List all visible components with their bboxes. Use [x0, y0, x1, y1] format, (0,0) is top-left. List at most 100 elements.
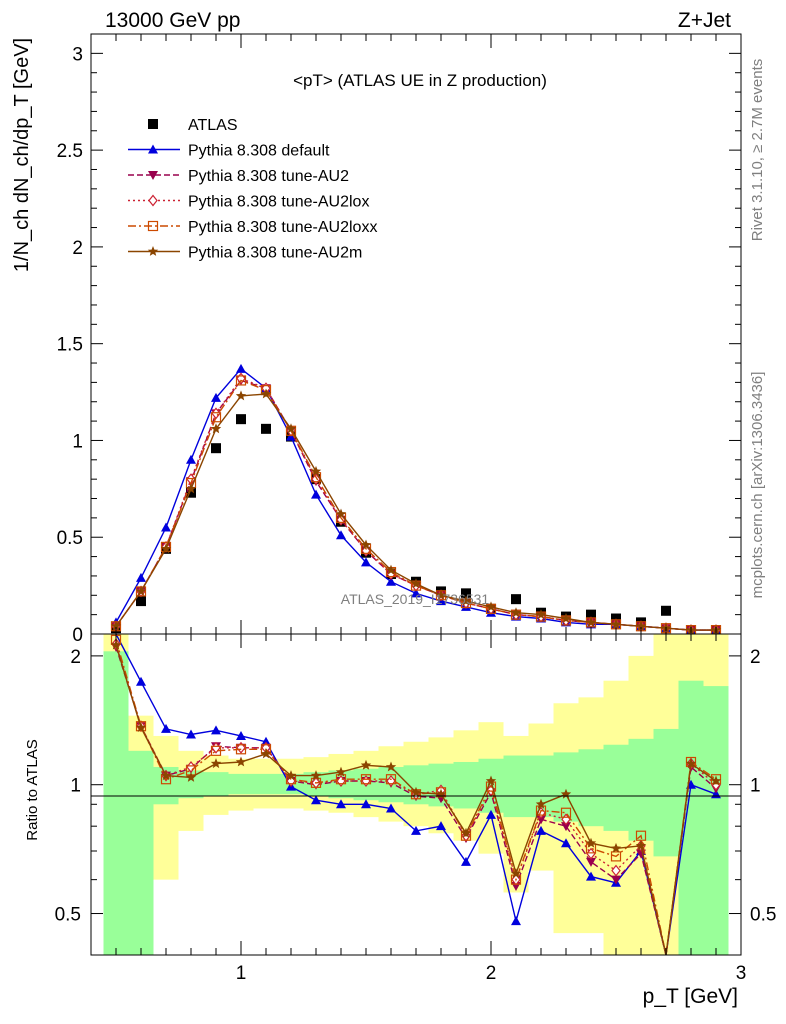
ratio-point — [535, 798, 547, 809]
uncertainty-band-green — [578, 749, 604, 827]
ratio-point — [411, 825, 421, 835]
ratio-point — [336, 799, 346, 809]
ratio-point — [235, 756, 247, 767]
ratio-point — [236, 730, 246, 740]
data-point-mc — [160, 541, 172, 553]
ratio-point — [435, 788, 447, 799]
y-axis-label-main: 1/N_ch dN_ch/dp_T [GeV] — [11, 38, 33, 272]
uncertainty-band-green — [253, 773, 279, 795]
ratio-point — [635, 830, 647, 841]
data-point-mc — [310, 465, 322, 476]
legend: ATLAS Pythia 8.308 default Pythia 8.308 tu… — [128, 117, 377, 262]
data-point-mc — [585, 616, 597, 627]
data-point-atlas — [136, 596, 146, 607]
data-point-mc — [560, 613, 572, 623]
data-point-mc — [160, 543, 172, 554]
data-point-mc — [386, 576, 396, 586]
series-line-ratio — [115, 639, 717, 956]
ratio-point — [435, 787, 447, 798]
data-point-mc — [485, 601, 497, 612]
uncertainty-band-green — [703, 686, 729, 955]
data-point-atlas — [261, 423, 271, 434]
uncertainty-band-green — [653, 728, 679, 857]
legend-label: ATLAS — [188, 117, 238, 134]
y-tick-label-ratio: 1 — [70, 776, 81, 797]
header-right: Z+Jet — [678, 9, 731, 32]
ratio-point — [335, 766, 347, 777]
rivet-version-text: Rivet 3.1.10, ≥ 2.7M events — [749, 59, 766, 242]
data-point-mc — [335, 508, 347, 519]
ratio-point — [560, 807, 572, 818]
ratio-point — [410, 786, 422, 797]
data-point-mc — [210, 412, 222, 423]
data-point-mc — [285, 423, 297, 434]
ratio-point — [586, 871, 596, 881]
ratio-point — [536, 825, 546, 835]
data-point-mc — [410, 578, 422, 589]
ratio-point — [360, 759, 372, 770]
data-point-mc — [510, 607, 522, 618]
ratio-point — [310, 777, 322, 788]
uncertainty-band-green — [203, 772, 229, 797]
legend-label: Pythia 8.308 tune-AU2 — [188, 168, 349, 185]
ratio-point — [185, 771, 197, 782]
ratio-point — [610, 851, 622, 862]
data-point-mc — [535, 609, 547, 620]
data-point-mc — [161, 522, 171, 532]
ratio-point — [210, 758, 222, 769]
y-tick-label-ratio-right: 1 — [750, 776, 761, 797]
ratio-point — [385, 761, 397, 772]
y-tick-label-ratio: 0.5 — [55, 905, 81, 926]
main-axes: 0 0.5 1 1.5 2 2.5 3 — [57, 34, 742, 646]
main-panel: ATLAS_2019_I1736531 0 0.5 1 1.5 2 2.5 3 <pT> (… — [11, 33, 742, 646]
data-point-mc — [210, 423, 222, 434]
y-tick-label-ratio: 2 — [70, 647, 81, 668]
ratio-point — [611, 864, 621, 877]
data-point-atlas — [661, 605, 671, 616]
ratio-point — [436, 821, 446, 831]
ratio-point — [385, 774, 397, 785]
x-tick-label: 2 — [486, 963, 497, 984]
ratio-point — [186, 729, 196, 739]
data-point-mc — [235, 375, 247, 386]
ratio-point — [161, 723, 171, 733]
data-point-mc — [336, 530, 346, 540]
uncertainty-band-green — [228, 773, 254, 795]
uncertainty-band-green — [453, 761, 479, 809]
ratio-point — [635, 840, 647, 851]
data-point-mc — [435, 589, 447, 600]
ratio-point — [511, 916, 521, 926]
data-point-mc — [185, 483, 197, 494]
analysis-watermark: ATLAS_2019_I1736531 — [341, 591, 490, 607]
ratio-point — [461, 856, 471, 866]
ratio-point — [611, 875, 621, 885]
ratio-point — [310, 770, 322, 781]
data-point-mc — [235, 390, 247, 401]
data-point-atlas — [186, 487, 196, 498]
ratio-point — [710, 775, 722, 786]
uncertainty-band-green — [603, 744, 629, 831]
mcplots-reference-text: mcplots.cern.ch [arXiv:1306.3436] — [749, 372, 766, 599]
ratio-point — [560, 788, 572, 799]
data-point-mc — [361, 557, 371, 567]
ratio-point — [211, 725, 221, 735]
legend-marker — [148, 144, 158, 154]
data-point-atlas — [236, 414, 246, 425]
uncertainty-band-green — [678, 680, 704, 955]
legend-label: Pythia 8.308 default — [188, 143, 330, 160]
ratio-point — [361, 799, 371, 809]
ratio-point — [486, 809, 496, 819]
ratio-axes: 0.5 0.5 1 1 2 2 1 2 3 — [55, 634, 776, 984]
ratio-point — [460, 827, 472, 838]
ratio-point — [235, 744, 247, 755]
data-point-mc — [186, 454, 196, 464]
ratio-panel: 0.5 0.5 1 1 2 2 1 2 3 Ratio to ATLAS p_T [GeV] — [24, 633, 776, 1008]
legend-label: Pythia 8.308 tune-AU2loxx — [188, 219, 377, 236]
y-tick-label-main: 0 — [72, 625, 83, 646]
legend-marker — [148, 194, 158, 207]
ratio-point — [285, 770, 297, 781]
y-tick-label-ratio-right: 2 — [750, 647, 761, 668]
data-point-mc — [260, 388, 272, 399]
y-tick-label-main: 2.5 — [57, 141, 83, 162]
